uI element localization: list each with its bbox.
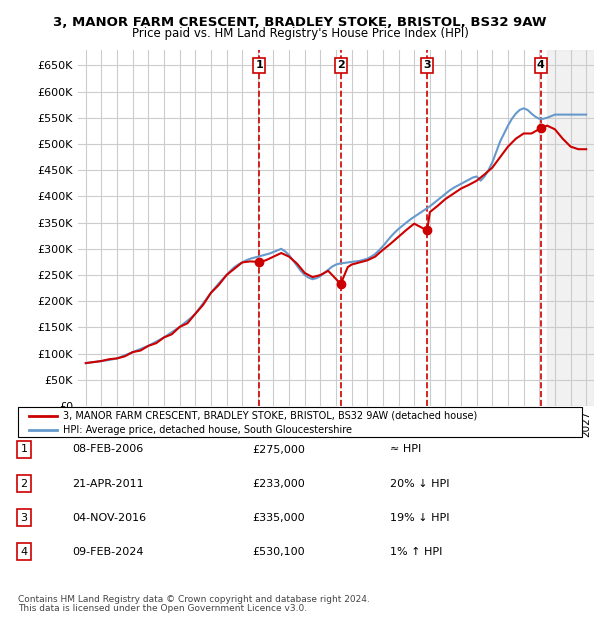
Text: 20% ↓ HPI: 20% ↓ HPI <box>390 479 449 489</box>
Text: 1: 1 <box>20 445 28 454</box>
Text: 21-APR-2011: 21-APR-2011 <box>72 479 143 489</box>
Text: 19% ↓ HPI: 19% ↓ HPI <box>390 513 449 523</box>
Text: Price paid vs. HM Land Registry's House Price Index (HPI): Price paid vs. HM Land Registry's House … <box>131 27 469 40</box>
Text: Contains HM Land Registry data © Crown copyright and database right 2024.: Contains HM Land Registry data © Crown c… <box>18 595 370 604</box>
Text: 09-FEB-2024: 09-FEB-2024 <box>72 547 143 557</box>
Text: 4: 4 <box>537 60 545 70</box>
Text: ≈ HPI: ≈ HPI <box>390 445 421 454</box>
Text: £233,000: £233,000 <box>252 479 305 489</box>
Text: This data is licensed under the Open Government Licence v3.0.: This data is licensed under the Open Gov… <box>18 603 307 613</box>
Text: 3, MANOR FARM CRESCENT, BRADLEY STOKE, BRISTOL, BS32 9AW (detached house): 3, MANOR FARM CRESCENT, BRADLEY STOKE, B… <box>63 410 478 421</box>
Text: 3: 3 <box>424 60 431 70</box>
Text: HPI: Average price, detached house, South Gloucestershire: HPI: Average price, detached house, Sout… <box>63 425 352 435</box>
Text: 04-NOV-2016: 04-NOV-2016 <box>72 513 146 523</box>
Bar <box>547 50 594 406</box>
Text: £530,100: £530,100 <box>252 547 305 557</box>
Text: £335,000: £335,000 <box>252 513 305 523</box>
Text: 1% ↑ HPI: 1% ↑ HPI <box>390 547 442 557</box>
Text: £275,000: £275,000 <box>252 445 305 454</box>
Text: 08-FEB-2006: 08-FEB-2006 <box>72 445 143 454</box>
Text: 3, MANOR FARM CRESCENT, BRADLEY STOKE, BRISTOL, BS32 9AW: 3, MANOR FARM CRESCENT, BRADLEY STOKE, B… <box>53 16 547 29</box>
Text: 4: 4 <box>20 547 28 557</box>
Text: 3: 3 <box>20 513 28 523</box>
Text: 2: 2 <box>20 479 28 489</box>
FancyBboxPatch shape <box>18 407 582 437</box>
Text: 1: 1 <box>256 60 263 70</box>
Text: 2: 2 <box>337 60 344 70</box>
